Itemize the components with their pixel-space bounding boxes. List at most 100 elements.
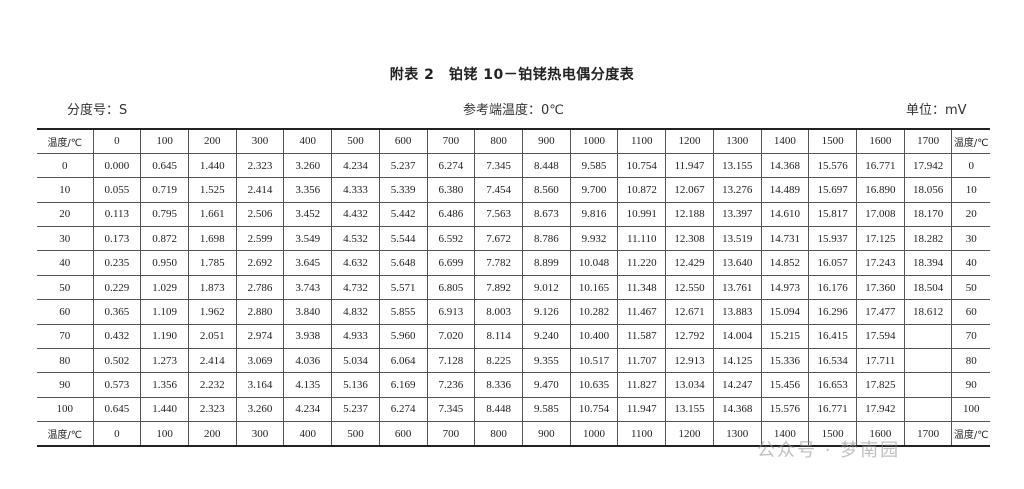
emf-value: 15.456 [760,372,810,398]
emf-value: 5.960 [378,323,428,350]
row-temp: 70 [37,323,94,350]
emf-value: 11.707 [617,348,667,374]
column-header: 1500 [808,421,857,447]
emf-value: 1.440 [140,396,189,423]
emf-value: 6.380 [426,177,476,203]
column-header: 1400 [760,421,810,447]
table-row: 90 0.573 1.356 2.232 3.164 4.135 5.136 6.169 7.2… [37,372,990,398]
emf-value: 1.440 [187,152,237,179]
emf-value: 10.991 [617,201,667,228]
emf-value: 7.236 [426,372,476,398]
emf-value: 5.442 [378,201,428,228]
emf-value: 17.243 [856,250,905,276]
emf-value: 14.610 [760,201,810,228]
column-header: 1600 [856,421,905,447]
emf-value: 0.055 [92,177,142,203]
emf-value: 18.504 [903,274,953,301]
row-temp: 40 [37,250,94,276]
emf-value: 15.094 [760,299,810,325]
emf-value: 16.890 [856,177,905,203]
column-header: 1100 [617,421,667,447]
table-row: 40 0.235 0.950 1.785 2.692 3.645 4.632 5.648 6.6… [37,250,990,276]
column-header: 100 [140,421,189,447]
row-temp: 10 [37,177,94,203]
emf-value: 14.368 [712,396,762,423]
row-temp: 60 [951,299,990,325]
emf-value: 10.282 [569,299,619,325]
column-header: 500 [331,128,380,154]
emf-value: 5.339 [378,177,428,203]
emf-value: 0.872 [140,226,189,252]
emf-value: 14.247 [712,372,762,398]
emf-value: 7.345 [426,396,476,423]
column-header: 500 [331,421,380,447]
emf-value: 13.883 [712,299,762,325]
column-header: 600 [378,128,428,154]
emf-value: 0.000 [92,152,142,179]
emf-value: 6.913 [426,299,476,325]
thermocouple-table-container: 温度/℃ 0 100 200 300 400 500 600 700 800 900 1000 1100… [37,128,990,447]
column-header: 0 [92,421,142,447]
emf-value: 16.176 [808,274,857,301]
emf-value: 1.785 [187,250,237,276]
column-header: 600 [378,421,428,447]
emf-value: 15.697 [808,177,857,203]
emf-value: 10.165 [569,274,619,301]
emf-value: 14.852 [760,250,810,276]
row-temp: 10 [951,177,990,203]
emf-value: 1.873 [187,274,237,301]
row-temp: 100 [951,396,990,423]
emf-value: 13.034 [665,372,714,398]
emf-value: 18.282 [903,226,953,252]
emf-value: 18.394 [903,250,953,276]
emf-value: 17.125 [856,226,905,252]
emf-value: 5.648 [378,250,428,276]
emf-value [903,396,953,423]
emf-value: 8.225 [474,348,523,374]
emf-value: 2.692 [235,250,285,276]
column-header: 900 [521,128,571,154]
emf-value: 3.069 [235,348,285,374]
emf-value: 2.051 [187,323,237,350]
emf-value: 8.899 [521,250,571,276]
emf-value: 8.448 [521,152,571,179]
table-row: 20 0.113 0.795 1.661 2.506 3.452 4.432 5.442 6.4… [37,201,990,228]
emf-value: 17.360 [856,274,905,301]
emf-value: 13.276 [712,177,762,203]
emf-value: 4.532 [331,226,380,252]
emf-value: 1.190 [140,323,189,350]
emf-value: 18.612 [903,299,953,325]
emf-value: 15.215 [760,323,810,350]
emf-value: 3.260 [283,152,333,179]
emf-value: 18.170 [903,201,953,228]
row-temp: 20 [951,201,990,228]
column-header: 200 [187,128,237,154]
emf-value: 9.126 [521,299,571,325]
emf-value: 9.700 [569,177,619,203]
table-row: 70 0.432 1.190 2.051 2.974 3.938 4.933 5.960 7.0… [37,323,990,350]
header-temp-label: 温度/℃ [951,421,990,447]
emf-value: 2.232 [187,372,237,398]
column-header: 1200 [665,421,714,447]
emf-value: 4.832 [331,299,380,325]
emf-value: 8.786 [521,226,571,252]
emf-value: 11.947 [617,396,667,423]
emf-value: 16.296 [808,299,857,325]
emf-value: 2.974 [235,323,285,350]
row-temp: 50 [951,274,990,301]
header-temp-label: 温度/℃ [951,128,990,154]
row-temp: 50 [37,274,94,301]
emf-value: 15.336 [760,348,810,374]
emf-value: 17.008 [856,201,905,228]
emf-value: 1.273 [140,348,189,374]
emf-value: 16.534 [808,348,857,374]
emf-value: 7.563 [474,201,523,228]
emf-value: 0.173 [92,226,142,252]
emf-value: 11.947 [665,152,714,179]
emf-value: 12.308 [665,226,714,252]
footer-header-row: 温度/℃ 0 100 200 300 400 500 600 700 800 900 1000 1100… [37,421,990,447]
emf-value: 4.234 [283,396,333,423]
emf-value: 13.640 [712,250,762,276]
emf-value: 16.653 [808,372,857,398]
row-temp: 60 [37,299,94,325]
